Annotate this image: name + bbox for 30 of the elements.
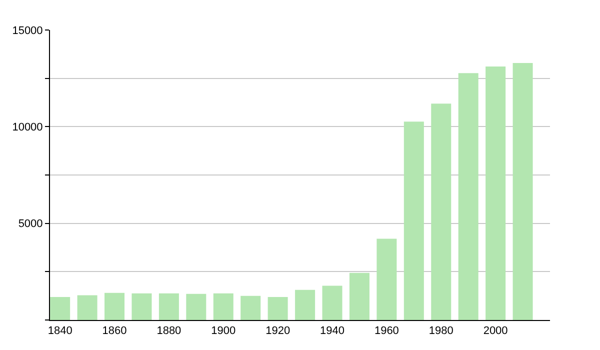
bar xyxy=(158,293,179,320)
x-tick-label: 1840 xyxy=(48,325,72,338)
x-tick-label: 1960 xyxy=(374,325,399,338)
bar xyxy=(404,122,424,320)
y-tick-label: 10000 xyxy=(12,122,43,134)
x-tick-label: 1980 xyxy=(428,325,454,338)
bar xyxy=(77,295,98,320)
bar xyxy=(322,286,342,320)
bar xyxy=(431,104,452,320)
bar xyxy=(486,66,506,320)
bar xyxy=(295,290,316,320)
x-tick-label: 2000 xyxy=(483,325,508,338)
bar xyxy=(50,296,70,320)
x-tick-label: 1940 xyxy=(320,325,344,338)
bar xyxy=(512,63,533,320)
bar xyxy=(240,296,261,320)
x-tick-label: 1920 xyxy=(266,325,290,338)
x-tick-label: 1900 xyxy=(211,325,236,338)
bar xyxy=(376,238,397,320)
y-tick-label: 15000 xyxy=(12,24,43,37)
bar xyxy=(132,293,152,320)
x-tick-label: 1860 xyxy=(102,325,127,338)
bar xyxy=(213,293,234,320)
bar xyxy=(458,73,478,320)
y-tick-label: 5000 xyxy=(18,218,43,230)
bar xyxy=(104,292,125,320)
bar xyxy=(268,296,288,320)
bar xyxy=(349,272,370,320)
bar xyxy=(186,294,206,320)
x-tick-label: 1880 xyxy=(156,325,182,338)
